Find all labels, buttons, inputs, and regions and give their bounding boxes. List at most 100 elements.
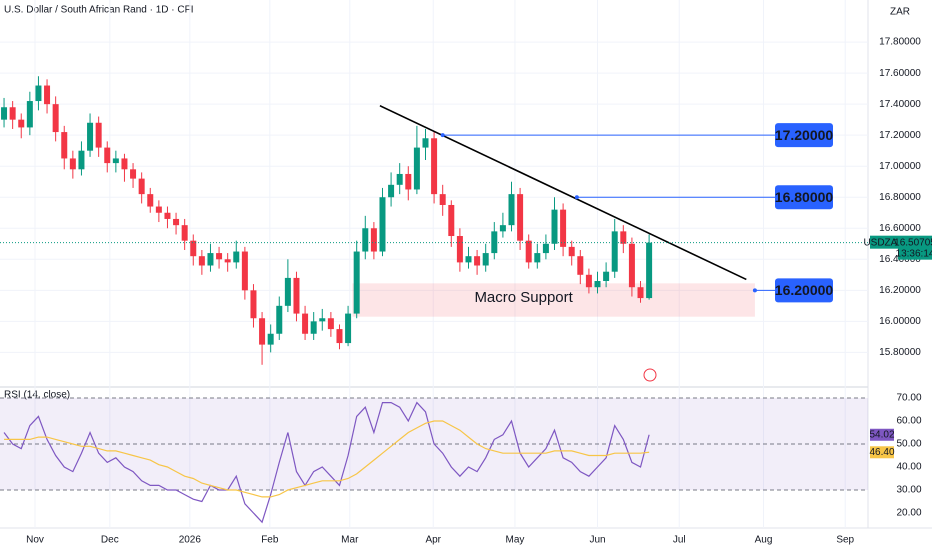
candle-body <box>542 243 549 254</box>
level-anchor <box>574 195 579 200</box>
candle-body <box>465 256 472 263</box>
y-tick-label: 20.00 <box>896 508 921 519</box>
candle-body <box>534 253 541 263</box>
candle-body <box>155 206 162 213</box>
candle-body <box>525 240 532 263</box>
candle-body <box>61 132 68 159</box>
candle-body <box>112 158 119 164</box>
candle-body <box>568 246 575 257</box>
candle-body <box>585 274 592 288</box>
candle-body <box>302 313 309 334</box>
event-icon[interactable] <box>643 368 657 382</box>
candle-body <box>327 318 334 330</box>
y-tick-label: 17.00000 <box>879 161 921 172</box>
candle-body <box>259 318 266 345</box>
candle-body <box>499 225 506 232</box>
y-tick-label: 16.00000 <box>879 316 921 327</box>
candle-body <box>594 281 601 288</box>
candle-body <box>422 138 429 148</box>
candle-body <box>26 101 33 128</box>
candle-body <box>44 85 51 105</box>
candle-body <box>577 256 584 275</box>
countdown: 13:36:14 <box>896 248 932 259</box>
level-label: 16.20000 <box>775 282 834 298</box>
candle-body <box>620 231 627 244</box>
candle-body <box>508 194 515 226</box>
candle-body <box>276 305 283 334</box>
candle-body <box>190 240 197 257</box>
candle-body <box>164 212 171 219</box>
candle-body <box>250 290 257 319</box>
candle-body <box>474 256 481 266</box>
candle-body <box>198 256 205 266</box>
candle-body <box>121 158 128 170</box>
candle-body <box>388 184 395 198</box>
candle-body <box>551 209 558 244</box>
candle-body <box>637 287 644 299</box>
y-tick-label: 30.00 <box>896 485 921 496</box>
candle-body <box>104 147 111 164</box>
x-tick-label: Nov <box>26 535 44 546</box>
candle-body <box>181 225 188 241</box>
y-tick-label: 17.80000 <box>879 37 921 48</box>
candle-body <box>9 107 16 120</box>
candle-body <box>336 329 343 344</box>
candle-body <box>52 104 59 133</box>
x-tick-label: Dec <box>101 535 119 546</box>
candle-body <box>560 209 567 247</box>
level-box <box>775 123 833 148</box>
y-tick-label: 40.00 <box>896 462 921 473</box>
level-label: 16.80000 <box>775 189 834 205</box>
candle-body <box>293 277 300 314</box>
candle-body <box>439 194 446 205</box>
y-tick-label: 17.40000 <box>879 99 921 110</box>
level-anchor <box>440 133 445 138</box>
candle-body <box>370 228 377 252</box>
x-tick-label: Feb <box>261 535 279 546</box>
x-tick-label: May <box>505 535 524 546</box>
rsi-value-label: 46.40 <box>869 447 894 458</box>
candle-body <box>517 194 524 241</box>
candle-body <box>413 147 420 190</box>
candle-body <box>456 236 463 263</box>
candle-body <box>284 277 291 306</box>
last-price-label: 16.50705 <box>894 237 932 248</box>
candle-body <box>173 218 180 226</box>
candle-body <box>362 228 369 252</box>
candle-body <box>345 313 352 344</box>
candle-body <box>431 138 438 195</box>
candle-body <box>35 85 42 102</box>
candle-body <box>78 150 85 170</box>
candle-body <box>18 119 25 128</box>
y-tick-label: 17.60000 <box>879 68 921 79</box>
candle-body <box>628 243 635 288</box>
candle-body <box>69 158 76 170</box>
rsi-value-box <box>870 428 894 441</box>
x-tick-label: 2026 <box>179 535 202 546</box>
x-tick-label: Aug <box>755 535 773 546</box>
chart-title: U.S. Dollar / South African Rand · 1D · … <box>4 5 194 16</box>
candle-body <box>224 259 231 263</box>
candle-body <box>130 169 137 179</box>
candle-body <box>491 231 498 254</box>
candle-body <box>1 107 8 120</box>
candle-body <box>405 173 412 190</box>
level-box <box>775 185 833 210</box>
candle-body <box>267 333 274 345</box>
y-tick-label: 16.80000 <box>879 192 921 203</box>
candle-body <box>603 271 610 282</box>
currency: ZAR <box>890 7 910 18</box>
level-anchor <box>752 288 757 293</box>
candle-body <box>87 122 94 151</box>
candle-body <box>95 122 102 148</box>
candle-body <box>396 173 403 185</box>
level-label: 17.20000 <box>775 127 834 143</box>
y-tick-label: 60.00 <box>896 416 921 427</box>
candle-body <box>611 231 618 272</box>
rsi-title: RSI (14, close) <box>4 390 70 401</box>
rsi-value-box <box>870 446 894 459</box>
support-zone <box>352 283 755 317</box>
y-tick-label: 16.20000 <box>879 285 921 296</box>
